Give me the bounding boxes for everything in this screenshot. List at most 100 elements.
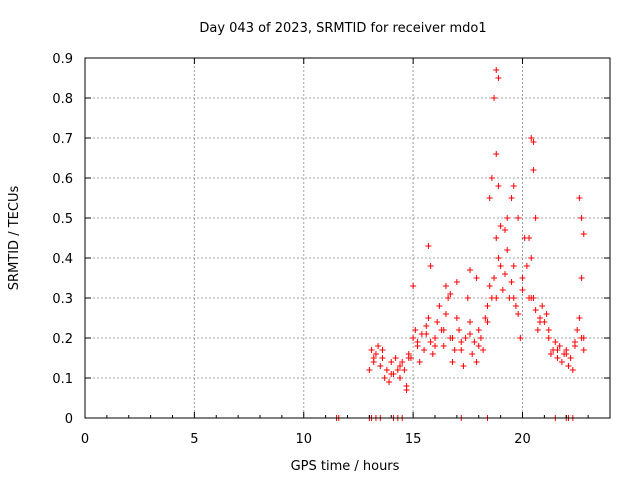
data-point bbox=[504, 247, 511, 253]
data-point bbox=[469, 351, 476, 357]
data-point bbox=[484, 303, 491, 309]
y-tick-label-4: 0.4 bbox=[52, 252, 73, 267]
data-point bbox=[576, 315, 583, 321]
data-point bbox=[508, 279, 515, 285]
data-point bbox=[451, 347, 458, 353]
data-point bbox=[565, 363, 572, 369]
data-point bbox=[475, 343, 482, 349]
data-point bbox=[447, 291, 454, 297]
data-point bbox=[528, 255, 535, 261]
data-point bbox=[563, 351, 570, 357]
data-point bbox=[510, 295, 517, 301]
data-point bbox=[394, 367, 401, 373]
data-point bbox=[405, 355, 412, 361]
data-point bbox=[578, 275, 585, 281]
data-point bbox=[508, 195, 515, 201]
data-point bbox=[580, 231, 587, 237]
data-point bbox=[416, 359, 423, 365]
data-point bbox=[497, 263, 504, 269]
data-point bbox=[552, 339, 559, 345]
data-point bbox=[495, 255, 502, 261]
data-point bbox=[574, 327, 581, 333]
data-point bbox=[519, 287, 526, 293]
data-point bbox=[427, 263, 434, 269]
data-point bbox=[397, 363, 403, 369]
x-tick-label-4: 20 bbox=[514, 432, 531, 447]
y-tick-label-2: 0.2 bbox=[52, 332, 73, 347]
x-tick-label-0: 0 bbox=[81, 432, 89, 447]
data-point bbox=[388, 371, 395, 377]
data-point bbox=[504, 215, 511, 221]
data-point bbox=[480, 347, 487, 353]
data-point bbox=[445, 295, 452, 301]
y-tick-label-1: 0.1 bbox=[52, 372, 73, 387]
data-point bbox=[370, 359, 377, 365]
data-point bbox=[397, 375, 403, 381]
data-point bbox=[543, 311, 550, 317]
data-point bbox=[401, 367, 408, 373]
data-point bbox=[572, 343, 578, 349]
data-point bbox=[515, 311, 522, 317]
x-tick-label-3: 15 bbox=[405, 432, 422, 447]
data-point bbox=[576, 195, 583, 201]
data-point bbox=[429, 351, 436, 357]
y-tick-label-8: 0.8 bbox=[52, 92, 73, 107]
data-point bbox=[421, 347, 428, 353]
data-point bbox=[442, 311, 449, 317]
data-point bbox=[453, 315, 460, 321]
data-point bbox=[432, 335, 438, 341]
data-point bbox=[410, 283, 417, 289]
ticks: 0 5 10 15 20 0 0.1 0.2 0.3 0.4 0.5 0.6 0.7 0.8 0.9 bbox=[52, 52, 610, 447]
x-tick-label-2: 10 bbox=[295, 432, 312, 447]
data-point bbox=[495, 183, 502, 189]
data-point bbox=[464, 295, 471, 301]
x-axis-label: GPS time / hours bbox=[291, 459, 400, 474]
data-point bbox=[517, 335, 524, 341]
data-point bbox=[534, 327, 541, 333]
x-tick-label-1: 5 bbox=[190, 432, 198, 447]
data-point bbox=[580, 335, 587, 341]
data-point bbox=[471, 339, 478, 345]
data-point bbox=[440, 327, 447, 333]
data-point bbox=[453, 279, 460, 285]
data-point bbox=[491, 275, 498, 281]
data-point bbox=[423, 331, 430, 337]
data-point bbox=[493, 235, 500, 241]
data-point bbox=[547, 351, 554, 357]
data-point bbox=[425, 243, 432, 249]
data-point bbox=[456, 327, 463, 333]
data-point bbox=[379, 347, 386, 353]
data-point bbox=[545, 335, 552, 341]
data-point bbox=[414, 339, 421, 345]
data-point bbox=[392, 355, 399, 361]
data-point bbox=[379, 355, 386, 361]
data-point bbox=[510, 183, 517, 189]
data-point bbox=[473, 359, 480, 365]
y-tick-label-6: 0.6 bbox=[52, 172, 73, 187]
data-point bbox=[462, 335, 469, 341]
data-point bbox=[488, 175, 495, 181]
data-point bbox=[486, 283, 493, 289]
data-point bbox=[530, 139, 537, 145]
data-point bbox=[482, 315, 489, 321]
y-tick-label-7: 0.7 bbox=[52, 132, 73, 147]
data-point bbox=[423, 323, 430, 329]
data-point bbox=[558, 359, 565, 365]
data-point bbox=[486, 195, 493, 201]
y-axis-label: SRMTID / TECUs bbox=[7, 186, 22, 291]
data-point bbox=[526, 235, 533, 241]
data-point bbox=[460, 363, 467, 369]
data-point bbox=[491, 95, 498, 101]
data-point bbox=[432, 343, 438, 349]
data-point bbox=[458, 339, 465, 345]
data-point bbox=[499, 287, 506, 293]
data-point bbox=[519, 275, 526, 281]
data-point bbox=[427, 339, 434, 345]
y-tick-label-5: 0.5 bbox=[52, 212, 73, 227]
data-point bbox=[493, 295, 500, 301]
y-tick-label-9: 0.9 bbox=[52, 52, 73, 67]
data-point bbox=[388, 359, 395, 365]
data-point bbox=[554, 355, 561, 361]
